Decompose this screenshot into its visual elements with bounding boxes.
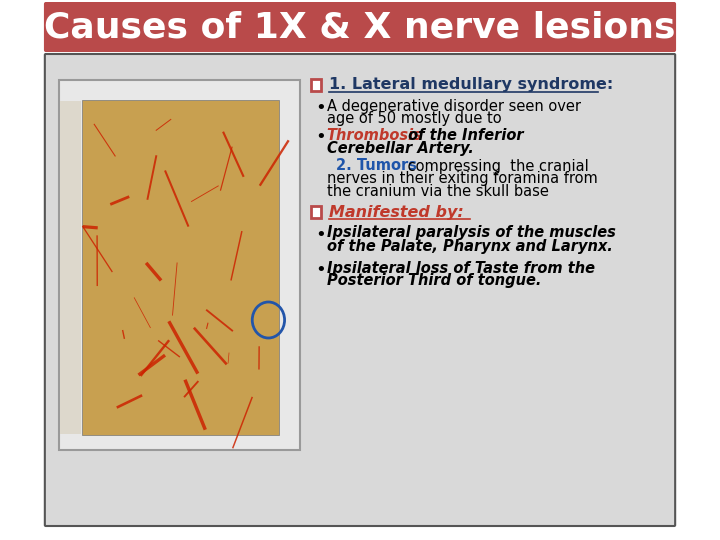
- Bar: [310, 206, 321, 218]
- Text: 2. Tumors: 2. Tumors: [336, 159, 417, 173]
- Text: •: •: [315, 226, 326, 244]
- FancyBboxPatch shape: [45, 54, 675, 526]
- FancyBboxPatch shape: [44, 2, 676, 52]
- Text: Manifested by:: Manifested by:: [328, 205, 464, 219]
- Text: compressing  the cranial: compressing the cranial: [403, 159, 589, 173]
- Text: Ipsilateral paralysis of the muscles: Ipsilateral paralysis of the muscles: [327, 226, 616, 240]
- Text: Causes of 1X & X nerve lesions: Causes of 1X & X nerve lesions: [44, 10, 676, 44]
- Text: •: •: [315, 99, 326, 117]
- Text: of the Inferior: of the Inferior: [403, 127, 523, 143]
- Text: nerves in their exiting foramina from: nerves in their exiting foramina from: [327, 172, 598, 186]
- Text: Ipsilateral loss of Taste from the: Ipsilateral loss of Taste from the: [327, 260, 595, 275]
- Text: •: •: [315, 128, 326, 146]
- Text: •: •: [315, 261, 326, 279]
- Bar: [310, 79, 321, 91]
- Text: of the Palate, Pharynx and Larynx.: of the Palate, Pharynx and Larynx.: [327, 239, 613, 253]
- Bar: [81, 100, 279, 435]
- Text: Thrombosis: Thrombosis: [327, 127, 423, 143]
- Bar: [60, 101, 81, 434]
- Text: A degenerative disorder seen over: A degenerative disorder seen over: [327, 98, 581, 113]
- Text: age of 50 mostly due to: age of 50 mostly due to: [327, 111, 501, 126]
- Text: Cerebellar Artery.: Cerebellar Artery.: [327, 140, 474, 156]
- Text: Posterior Third of tongue.: Posterior Third of tongue.: [327, 273, 541, 288]
- Bar: [59, 80, 300, 450]
- Text: 1. Lateral medullary syndrome:: 1. Lateral medullary syndrome:: [328, 78, 613, 92]
- Text: the cranium via the skull base: the cranium via the skull base: [327, 185, 549, 199]
